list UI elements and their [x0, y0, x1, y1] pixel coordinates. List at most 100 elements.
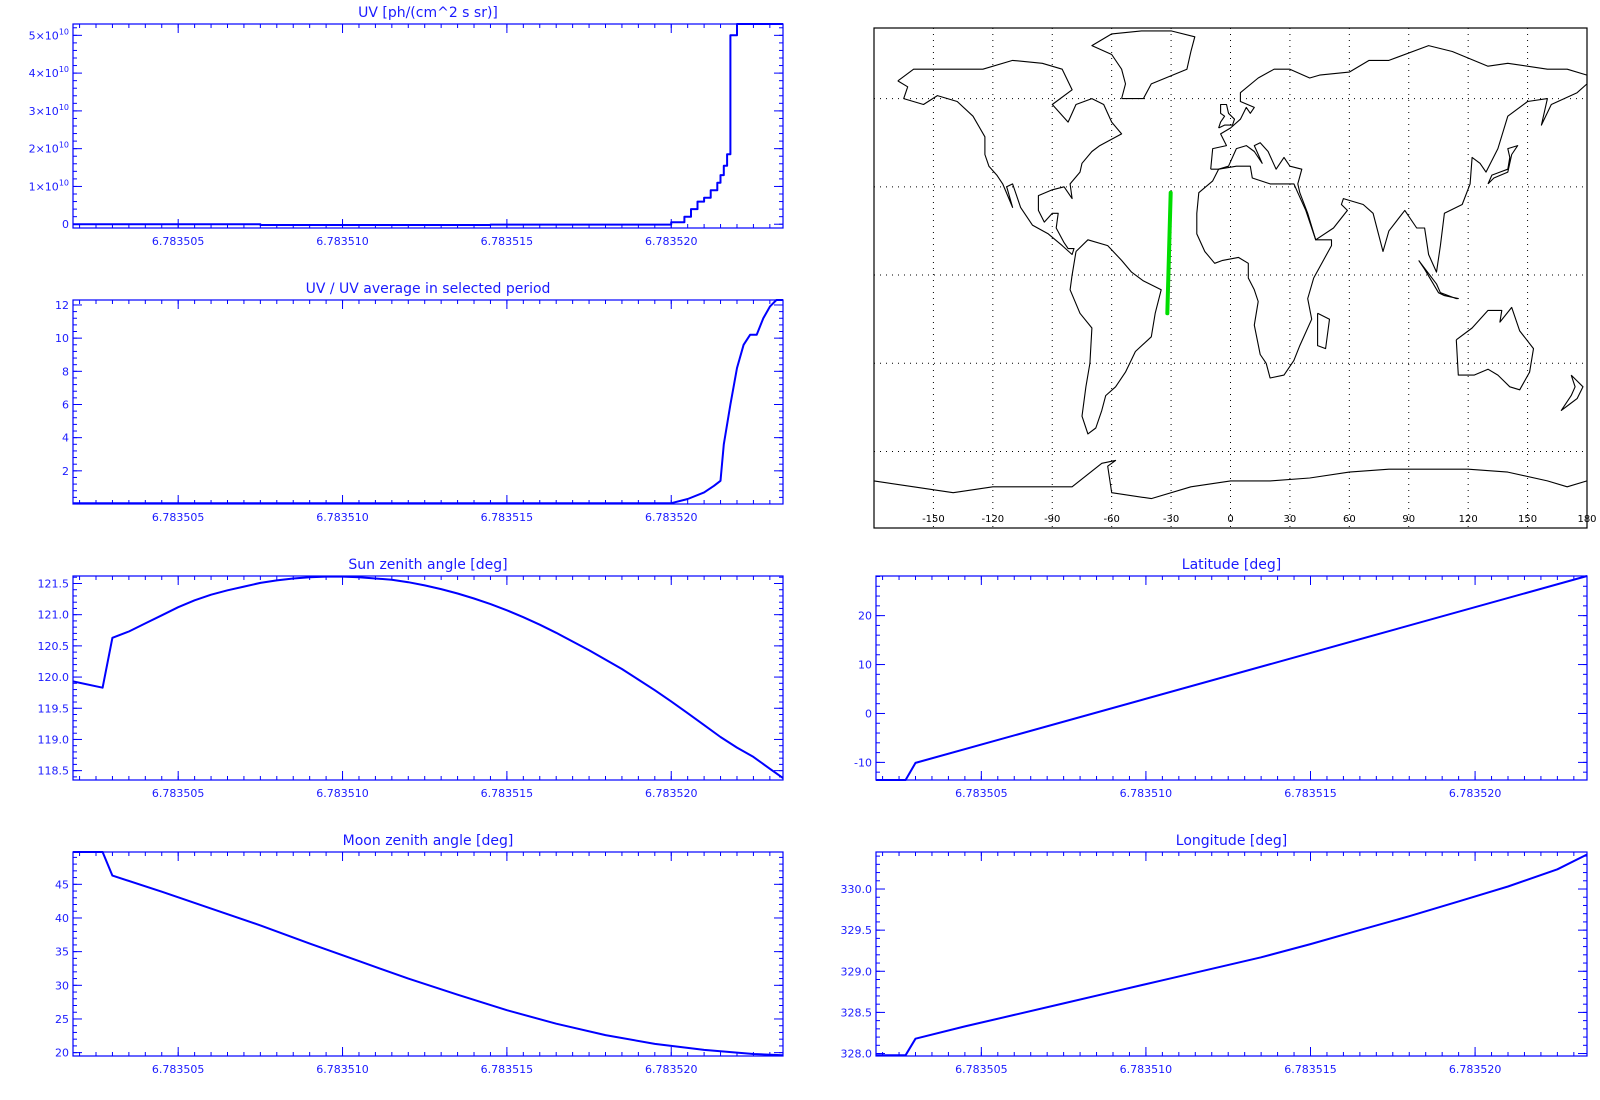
- y-tick-label: 118.5: [38, 765, 70, 778]
- coastline-south-america: [1069, 239, 1162, 435]
- y-tick-label: -10: [854, 756, 872, 769]
- map-lon-label: -120: [981, 514, 1004, 525]
- map-lon-label: 30: [1284, 514, 1297, 525]
- y-tick-label: 20: [858, 610, 872, 623]
- y-tick-label: 8: [62, 365, 69, 378]
- x-tick-label: 6.783510: [316, 235, 369, 248]
- y-tick-label: 329.5: [841, 924, 873, 937]
- series-line: [876, 575, 1588, 781]
- chart-uvavg: UV / UV average in selected period 6.7835…: [55, 281, 784, 524]
- x-tick-label: 6.783505: [152, 235, 205, 248]
- plot-frame: [72, 23, 784, 229]
- y-tick-label: 120.5: [38, 640, 70, 653]
- chart-mza: Moon zenith angle [deg] 6.783505 6.783510 6…: [55, 833, 784, 1076]
- chart-title: Moon zenith angle [deg]: [343, 833, 514, 849]
- map-lon-label: 90: [1402, 514, 1415, 525]
- x-tick-label: 6.783520: [645, 1063, 698, 1076]
- y-tick-label: 35: [55, 946, 69, 959]
- y-tick-label: 3×1010: [29, 103, 69, 118]
- y-tick-label: 328.5: [841, 1006, 873, 1019]
- y-tick-label: 119.0: [38, 733, 70, 746]
- y-tick-label: 121.5: [38, 577, 70, 590]
- x-tick-label: 6.783505: [152, 511, 205, 524]
- x-tick-label: 6.783515: [481, 1063, 534, 1076]
- chart-title: Latitude [deg]: [1182, 557, 1281, 573]
- satellite-track: [1165, 190, 1173, 316]
- series-line: [73, 851, 784, 1057]
- x-tick-label: 6.783505: [152, 787, 205, 800]
- y-tick-label: 1×1010: [29, 178, 69, 193]
- x-tick-label: 6.783510: [316, 1063, 369, 1076]
- world-map-panel: -150 -120 -90 -60 -30 0 30 60 90 120 150 180: [873, 27, 1597, 529]
- x-tick-label: 6.783510: [316, 787, 369, 800]
- coastline-indonesia: [1418, 260, 1459, 300]
- map-lon-label: 150: [1518, 514, 1537, 525]
- y-tick-label: 5×1010: [29, 27, 69, 42]
- y-tick-label: 10: [55, 332, 69, 345]
- map-lon-label: 0: [1227, 514, 1233, 525]
- y-tick-label: 2: [62, 465, 69, 478]
- map-lon-label: -60: [1103, 514, 1119, 525]
- y-tick-label: 4×1010: [29, 65, 69, 80]
- x-tick-label: 6.783520: [645, 787, 698, 800]
- series-line: [876, 853, 1588, 1057]
- coastline-africa: [1196, 165, 1333, 379]
- chart-title: UV [ph/(cm^2 s sr)]: [358, 5, 498, 21]
- y-tick-label: 121.0: [38, 609, 70, 622]
- coastline-north-america: [897, 59, 1123, 256]
- chart-title: Longitude [deg]: [1176, 833, 1287, 849]
- x-tick-label: 6.783515: [481, 787, 534, 800]
- chart-title: Sun zenith angle [deg]: [348, 557, 507, 573]
- chart-title: UV / UV average in selected period: [306, 281, 551, 297]
- y-tick-label: 4: [62, 432, 69, 445]
- y-tick-label: 20: [55, 1047, 69, 1060]
- y-tick-label: 12: [55, 299, 69, 312]
- y-tick-label: 328.0: [841, 1048, 873, 1061]
- y-tick-label: 45: [55, 878, 69, 891]
- map-lon-label: 180: [1577, 514, 1596, 525]
- x-tick-label: 6.783510: [1120, 1063, 1173, 1076]
- series-line: [73, 299, 783, 505]
- map-lon-label: -150: [922, 514, 945, 525]
- x-tick-label: 6.783520: [645, 511, 698, 524]
- x-tick-label: 6.783505: [152, 1063, 205, 1076]
- x-tick-label: 6.783505: [955, 787, 1008, 800]
- chart-uv: UV [ph/(cm^2 s sr)] 6.783505 6.783510 6.783…: [29, 5, 784, 248]
- y-tick-label: 0: [62, 218, 69, 231]
- y-tick-label: 30: [55, 979, 69, 992]
- plot-frame: [72, 851, 784, 1057]
- y-tick-label: 330.0: [841, 883, 873, 896]
- x-tick-label: 6.783520: [645, 235, 698, 248]
- coastline-new-zealand: [1560, 374, 1584, 411]
- chart-lon: Longitude [deg] 6.783505 6.783510 6.783515 6…: [841, 833, 1588, 1076]
- y-tick-label: 2×1010: [29, 141, 69, 156]
- coastline-madagascar: [1317, 312, 1331, 350]
- coastline-europe-asia: [1210, 45, 1588, 273]
- map-lon-label: 120: [1459, 514, 1478, 525]
- y-tick-label: 10: [858, 659, 872, 672]
- series-line: [72, 575, 784, 779]
- x-tick-label: 6.783515: [481, 511, 534, 524]
- chart-panels: UV [ph/(cm^2 s sr)] 6.783505 6.783510 6.783…: [29, 5, 1588, 1076]
- coastline-greenland: [1091, 30, 1196, 100]
- x-tick-label: 6.783515: [1284, 1063, 1337, 1076]
- plot-frame: [875, 575, 1588, 781]
- series-line: [73, 23, 783, 226]
- map-frame: [873, 27, 1588, 529]
- x-tick-label: 6.783505: [955, 1063, 1008, 1076]
- y-tick-label: 6: [62, 398, 69, 411]
- x-tick-label: 6.783510: [316, 511, 369, 524]
- chart-lat: Latitude [deg] 6.783505 6.783510 6.783515 6.…: [854, 557, 1588, 800]
- plot-frame: [875, 851, 1588, 1057]
- y-tick-label: 120.0: [38, 671, 70, 684]
- map-lon-label: -30: [1163, 514, 1179, 525]
- map-lon-label: 60: [1343, 514, 1356, 525]
- chart-sza: Sun zenith angle [deg] 6.783505 6.783510 6.…: [38, 557, 784, 800]
- y-tick-label: 0: [865, 707, 872, 720]
- coastline-uk: [1218, 103, 1236, 129]
- coastline-japan: [1487, 145, 1519, 185]
- coastline-antarctica: [873, 459, 1588, 500]
- y-tick-label: 119.5: [38, 702, 70, 715]
- y-tick-label: 40: [55, 912, 69, 925]
- map-lon-label: -90: [1044, 514, 1060, 525]
